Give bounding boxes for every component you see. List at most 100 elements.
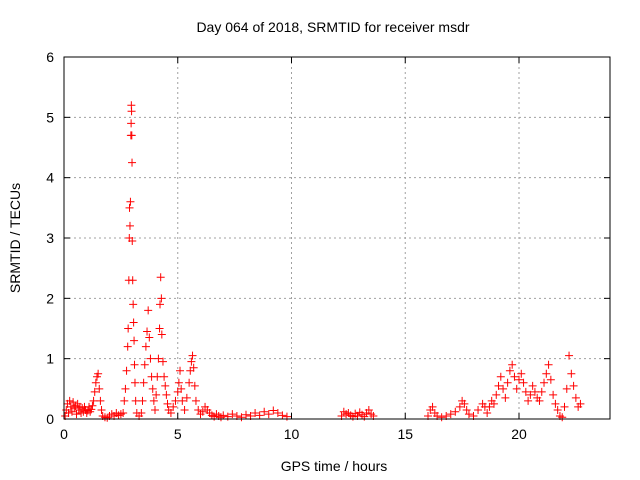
data-point-marker <box>66 402 75 411</box>
y-tick-label: 6 <box>46 49 54 65</box>
data-point-marker <box>474 405 483 414</box>
data-point-marker <box>567 369 576 378</box>
data-point-marker <box>180 405 189 414</box>
data-point-marker <box>156 300 165 309</box>
data-point-marker <box>528 381 537 390</box>
data-point-marker <box>542 369 551 378</box>
data-point-marker <box>128 158 137 167</box>
data-point-marker <box>273 408 282 417</box>
data-point-marker <box>163 399 172 408</box>
x-tick-label: 0 <box>60 426 68 442</box>
data-point-marker <box>264 410 273 419</box>
data-point-marker <box>540 378 549 387</box>
data-point-marker <box>565 351 574 360</box>
data-point-marker <box>124 324 133 333</box>
data-point-marker <box>91 378 100 387</box>
data-point-marker <box>69 398 78 407</box>
y-tick-label: 5 <box>46 109 54 125</box>
data-point-marker <box>499 384 508 393</box>
data-point-marker <box>130 378 139 387</box>
data-point-marker <box>492 390 501 399</box>
data-point-marker <box>116 410 125 419</box>
data-point-marker <box>90 387 99 396</box>
data-point-marker <box>512 384 521 393</box>
data-point-marker <box>140 360 149 369</box>
data-points <box>61 101 585 422</box>
data-point-marker <box>160 372 169 381</box>
data-point-marker <box>125 221 134 230</box>
data-point-marker <box>65 396 74 405</box>
data-point-marker <box>483 408 492 417</box>
data-point-marker <box>269 406 278 415</box>
data-point-marker <box>188 351 197 360</box>
data-point-marker <box>462 405 471 414</box>
data-point-marker <box>161 381 170 390</box>
data-point-marker <box>182 393 191 402</box>
data-point-marker <box>503 378 512 387</box>
data-point-marker <box>123 342 132 351</box>
data-point-marker <box>107 410 116 419</box>
data-point-marker <box>517 369 526 378</box>
data-point-marker <box>122 366 131 375</box>
data-point-marker <box>544 360 553 369</box>
data-point-marker <box>94 369 103 378</box>
data-point-marker <box>198 407 207 416</box>
data-point-marker <box>143 327 152 336</box>
data-point-marker <box>460 399 469 408</box>
data-point-marker <box>278 411 287 420</box>
data-point-marker <box>157 330 166 339</box>
data-point-marker <box>146 354 155 363</box>
data-point-marker <box>129 318 138 327</box>
data-point-marker <box>496 372 505 381</box>
data-point-marker <box>501 393 510 402</box>
data-point-marker <box>535 396 544 405</box>
data-point-marker <box>162 390 171 399</box>
data-point-marker <box>97 405 106 414</box>
data-point-marker <box>177 384 186 393</box>
y-axis-label: SRMTID / TECUs <box>7 183 23 293</box>
y-tick-label: 1 <box>46 351 54 367</box>
data-point-marker <box>157 294 166 303</box>
data-point-marker <box>553 405 562 414</box>
data-point-marker <box>155 324 164 333</box>
data-point-marker <box>95 384 104 393</box>
data-point-marker <box>126 197 135 206</box>
data-point-marker <box>169 402 178 411</box>
tick-labels: 0 5 10 15 20 0 1 2 3 4 5 6 <box>46 49 527 442</box>
data-point-marker <box>151 405 159 414</box>
data-point-marker <box>144 306 153 315</box>
data-point-marker <box>446 410 455 419</box>
data-point-marker <box>194 405 203 414</box>
data-point-marker <box>137 408 146 417</box>
data-point-marker <box>129 300 138 309</box>
data-point-marker <box>189 363 198 372</box>
data-point-marker <box>515 375 523 384</box>
data-point-marker <box>127 131 136 140</box>
data-point-marker <box>508 360 517 369</box>
data-point-marker <box>128 276 137 285</box>
data-point-marker <box>174 378 183 387</box>
data-point-marker <box>171 396 180 405</box>
data-point-marker <box>149 396 158 405</box>
data-point-marker <box>537 387 546 396</box>
data-point-marker <box>560 402 569 411</box>
data-point-marker <box>428 402 437 411</box>
data-point-marker <box>119 408 128 417</box>
data-point-marker <box>64 408 73 417</box>
x-tick-label: 10 <box>284 426 300 442</box>
data-point-marker <box>158 357 167 366</box>
data-point-marker <box>130 336 139 345</box>
x-tick-label: 5 <box>174 426 182 442</box>
data-point-marker <box>451 407 460 416</box>
data-point-marker <box>178 396 187 405</box>
data-point-marker <box>569 381 578 390</box>
data-point-marker <box>437 413 446 422</box>
data-point-marker <box>546 375 555 384</box>
data-point-marker <box>510 372 519 381</box>
data-point-marker <box>494 381 503 390</box>
data-point-marker <box>103 413 112 422</box>
y-tick-label: 0 <box>46 411 54 427</box>
data-point-marker <box>152 390 161 399</box>
y-tick-label: 4 <box>46 170 54 186</box>
